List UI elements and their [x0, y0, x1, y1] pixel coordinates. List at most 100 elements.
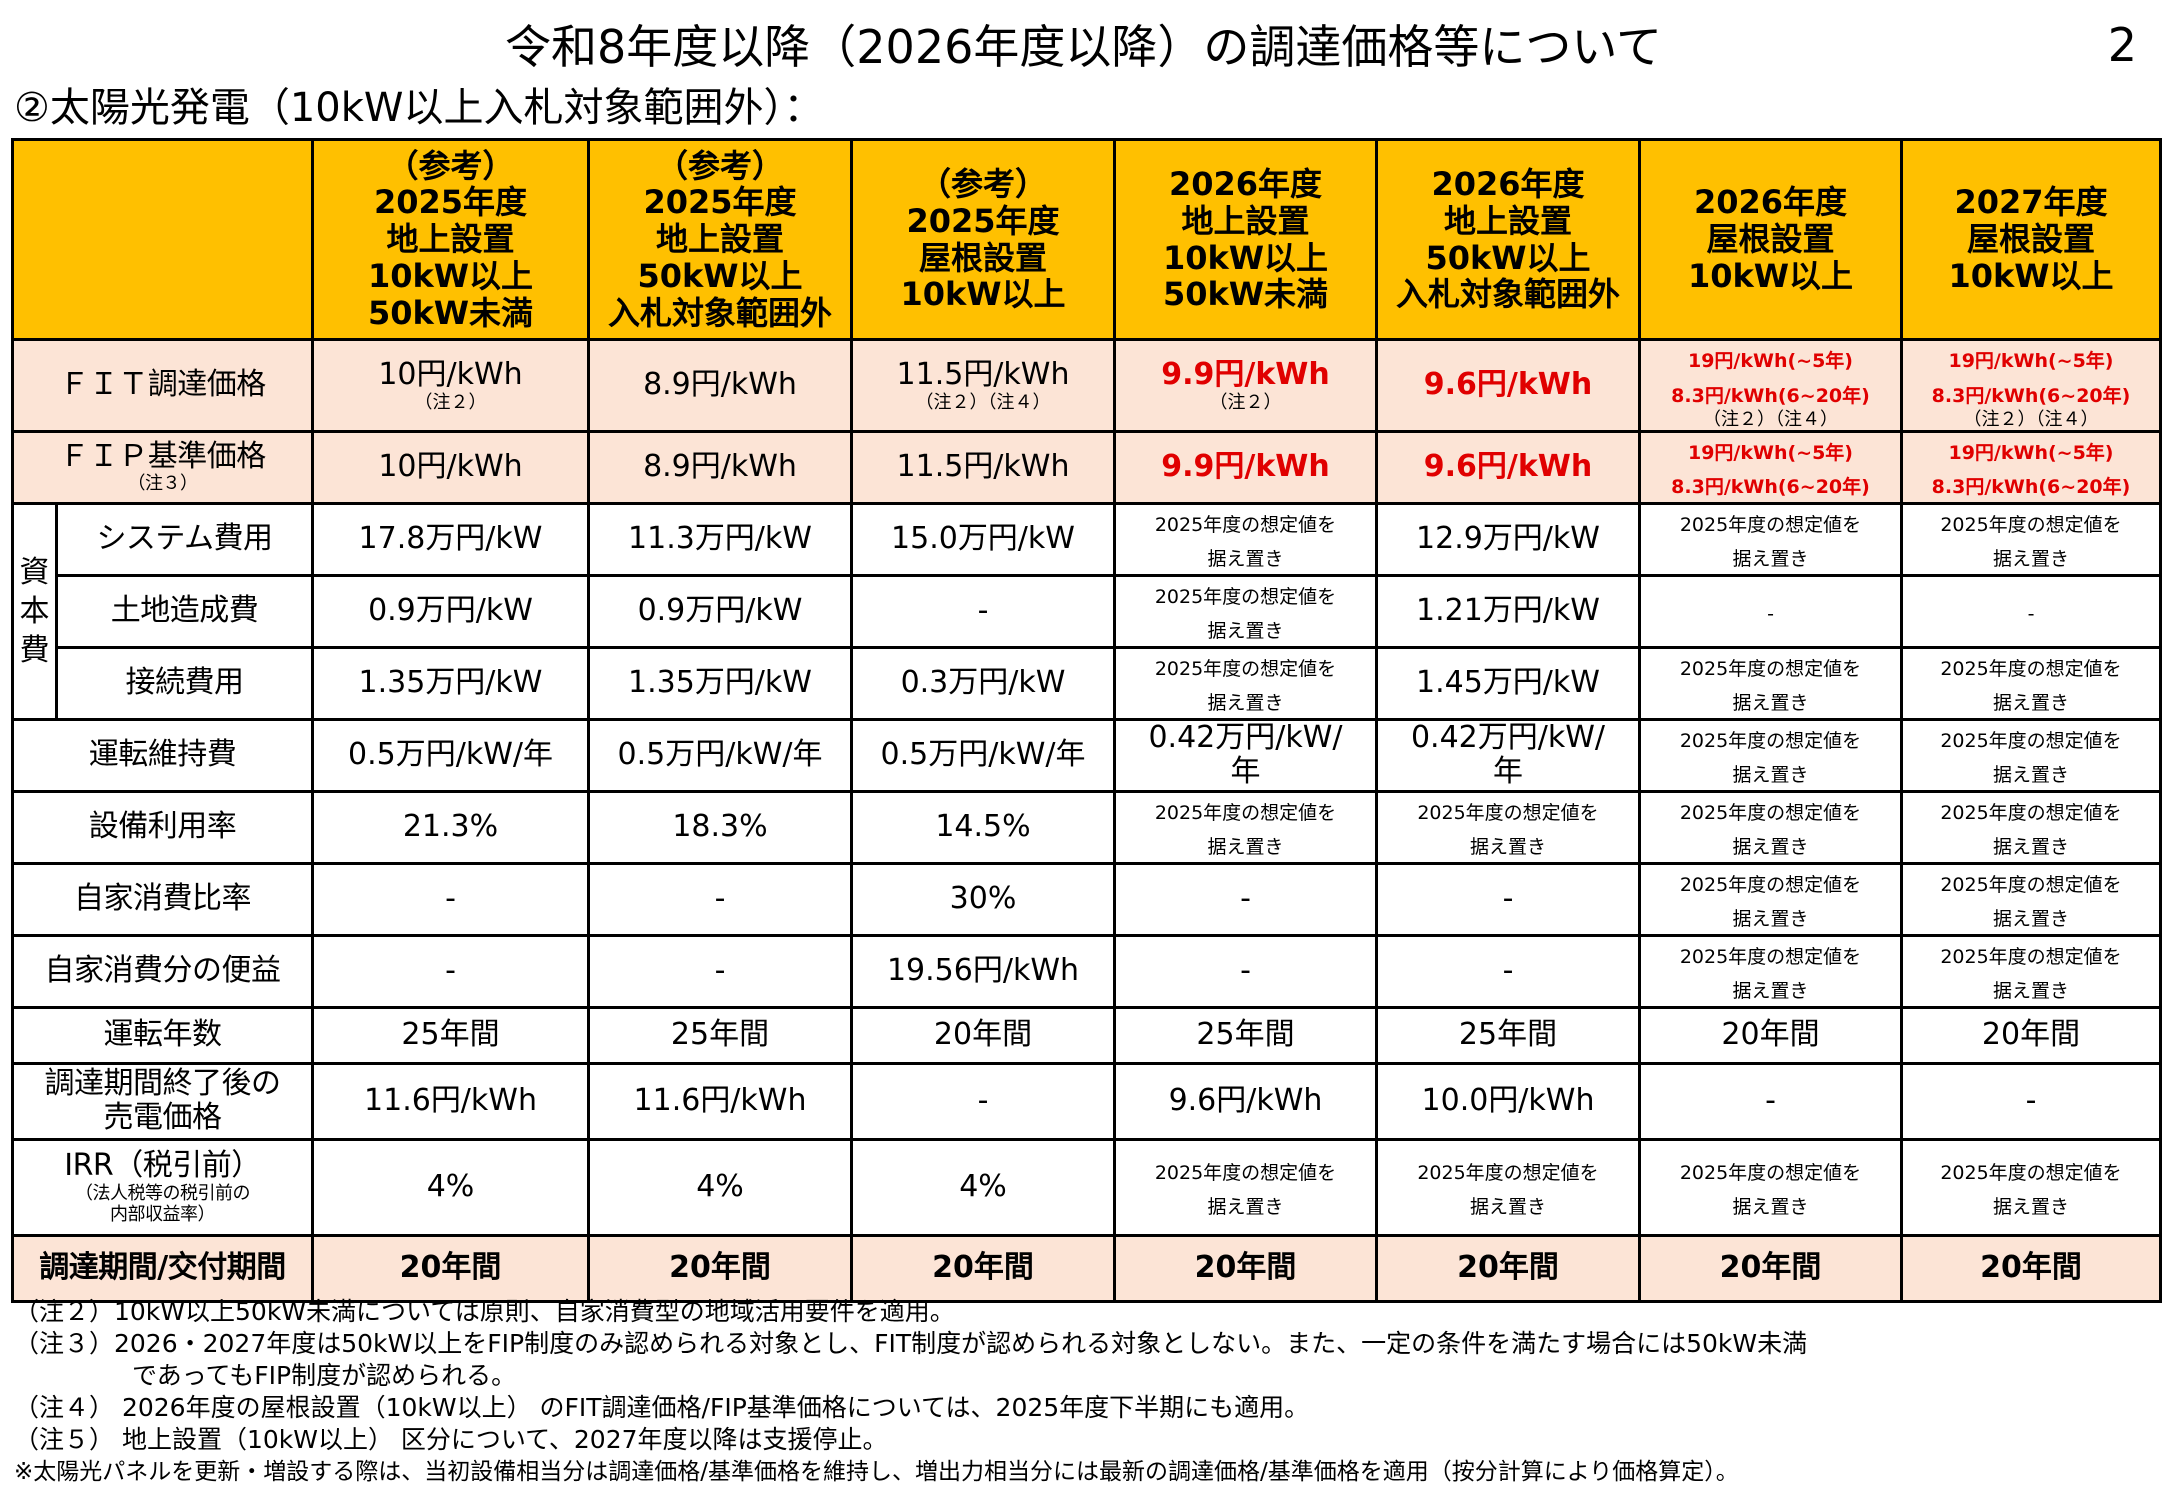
cell-value: 11.5円/kWh: [896, 449, 1070, 485]
cell-value: 14.5%: [935, 809, 1031, 845]
cell-value: 4%: [959, 1169, 1007, 1205]
table-cell: 1.35万円/kW: [587, 645, 853, 721]
table-cell: 20年間: [1113, 1233, 1378, 1303]
table-cell: 2025年度の想定値を 据え置き: [1900, 861, 2162, 937]
table-cell: 2025年度の想定値を 据え置き: [1638, 933, 1903, 1009]
row-label: 自家消費分の便益: [11, 933, 314, 1009]
table-cell: 2025年度の想定値を 据え置き: [1113, 645, 1378, 721]
cell-value: 30%: [949, 881, 1017, 917]
table-cell: 19円/kWh(~5年) 8.3円/kWh(6~20年) （注２）（注４）: [1638, 338, 1903, 433]
table-cell: 19円/kWh(~5年) 8.3円/kWh(6~20年): [1638, 429, 1903, 505]
table-cell: 25年間: [311, 1005, 590, 1065]
column-header: （参考） 2025年度 地上設置 10kW以上 50kW未満: [311, 138, 590, 341]
table-cell: 18.3%: [587, 789, 853, 865]
cell-value: 2025年度の想定値を 据え置き: [1940, 729, 2122, 787]
row-label-text: IRR（税引前）: [64, 1148, 261, 1184]
row-label: ＦＩＴ調達価格: [11, 338, 314, 433]
table-cell: 2025年度の想定値を 据え置き: [1113, 501, 1378, 577]
cell-value: 2025年度の想定値を 据え置き: [1940, 945, 2122, 1003]
table-cell: -: [1113, 933, 1378, 1009]
cell-value: 8.9円/kWh: [643, 367, 797, 403]
cell-value: -: [2025, 1083, 2037, 1119]
table-row: 自家消費比率 - - 30% - - 2025年度の想定値を 据え置き 2025年度の想定値を…: [11, 861, 2162, 937]
cell-value: 19.56円/kWh: [886, 953, 1080, 989]
row-label: 運転年数: [11, 1005, 314, 1065]
cell-value: 20年間: [1457, 1250, 1559, 1286]
table-cell: -: [1638, 1061, 1903, 1141]
page-title: 令和8年度以降（2026年度以降）の調達価格等について: [505, 20, 1662, 74]
table-cell: 8.9円/kWh: [587, 338, 853, 433]
table-cell: 2025年度の想定値を 据え置き: [1900, 933, 2162, 1009]
row-label-text: ＦＩＴ調達価格: [59, 367, 266, 403]
cell-value: 20年間: [669, 1250, 771, 1286]
cell-value: 0.42万円/kW/ 年: [1410, 719, 1606, 790]
cell-value: 19円/kWh(~5年) 8.3円/kWh(6~20年): [1671, 350, 1870, 407]
table-cell: 2025年度の想定値を 据え置き: [1638, 789, 1903, 865]
cell-note: （注２）（注４）: [1963, 409, 2099, 430]
note-5: （注５） 地上設置（10kW以上） 区分について、2027年度以降は支援停止。: [14, 1425, 888, 1454]
table-row: 運転年数 25年間 25年間 20年間 25年間 25年間 20年間 20年間: [11, 1005, 2162, 1065]
cell-value: 2025年度の想定値を 据え置き: [1679, 873, 1862, 931]
cell-value: 9.6円/kWh: [1168, 1083, 1323, 1119]
cell-value: 10.0円/kWh: [1421, 1083, 1595, 1119]
row-label: 調達期間終了後の 売電価格: [11, 1061, 314, 1141]
cell-value: 9.9円/kWh: [1161, 357, 1330, 393]
cell-value: -: [1502, 881, 1514, 917]
table-cell: -: [311, 933, 590, 1009]
table-cell: 30%: [850, 861, 1116, 937]
note-2: （注２）10kW以上50kW未満については原則、自家消費型の地域活用要件を適用。: [14, 1297, 955, 1326]
cell-value: 18.3%: [672, 809, 768, 845]
header-row: （参考） 2025年度 地上設置 10kW以上 50kW未満 （参考） 2025年…: [11, 138, 2162, 341]
table-cell: -: [587, 933, 853, 1009]
table-cell: 10円/kWh: [311, 429, 590, 505]
cell-value: 2025年度の想定値を 据え置き: [1679, 1161, 1862, 1219]
row-label-text: 自家消費分の便益: [44, 953, 282, 989]
cell-value: 2025年度の想定値を 据え置き: [1154, 513, 1337, 571]
table-cell: 15.0万円/kW: [850, 501, 1116, 577]
table-cell: 2025年度の想定値を 据え置き: [1900, 789, 2162, 865]
table-cell: 8.9円/kWh: [587, 429, 853, 505]
cell-value: 25年間: [1196, 1017, 1295, 1053]
table-cell: 2025年度の想定値を 据え置き: [1638, 501, 1903, 577]
cell-value: -: [1502, 953, 1514, 989]
table-cell: 25年間: [1375, 1005, 1641, 1065]
cell-note: （注２）（注４）: [915, 391, 1051, 413]
cell-value: 25年間: [670, 1017, 770, 1053]
cell-value: 2025年度の想定値を 据え置き: [1679, 729, 1862, 787]
cell-value: 12.9万円/kW: [1416, 521, 1600, 557]
footnotes: （注２）10kW以上50kW未満については原則、自家消費型の地域活用要件を適用。…: [14, 1296, 1807, 1488]
row-label-text: 運転年数: [103, 1017, 223, 1053]
table-cell: -: [587, 861, 853, 937]
table-row: 自家消費分の便益 - - 19.56円/kWh - - 2025年度の想定値を 据え置き 20…: [11, 933, 2162, 1009]
cell-value: 11.6円/kWh: [633, 1083, 807, 1119]
section-subtitle: ②太陽光発電（10kW以上入札対象範囲外）：: [14, 85, 824, 131]
table-cell: 0.5万円/kW/年: [311, 717, 590, 793]
cell-value: 1.35万円/kW: [358, 665, 543, 701]
page-number: 2: [2107, 18, 2137, 72]
cell-value: -: [714, 953, 726, 989]
table-cell: 0.9万円/kW: [311, 573, 590, 649]
cell-value: 9.6円/kWh: [1423, 367, 1593, 403]
cell-value: 4%: [426, 1169, 475, 1205]
cell-value: 2025年度の想定値を 据え置き: [1679, 513, 1862, 571]
table-cell: 9.9円/kWh: [1113, 429, 1378, 505]
table-cell: -: [850, 573, 1116, 649]
table-cell: 20年間: [311, 1233, 590, 1303]
cell-value: -: [445, 881, 456, 917]
table-cell: 12.9万円/kW: [1375, 501, 1641, 577]
cell-value: -: [2027, 603, 2035, 626]
row-sublabel: （法人税等の税引前の 内部収益率）: [75, 1182, 251, 1225]
table-cell: -: [850, 1061, 1116, 1141]
cell-value: 1.45万円/kW: [1416, 665, 1600, 701]
table-row: 設備利用率 21.3% 18.3% 14.5% 2025年度の想定値を 据え置き 2025…: [11, 789, 2162, 865]
table-cell: 1.35万円/kW: [311, 645, 590, 721]
table-cell: 10円/kWh （注２）: [311, 338, 590, 433]
table-cell: 21.3%: [311, 789, 590, 865]
table-cell: -: [1900, 573, 2162, 649]
table-cell: 2025年度の想定値を 据え置き: [1113, 573, 1378, 649]
table-row: 資 本 費 システム費用 17.8万円/kW 11.3万円/kW 15.0万円/kW 20…: [11, 501, 2162, 721]
table-cell: 0.9万円/kW: [587, 573, 853, 649]
capital-cost-group-label: 資 本 費: [11, 501, 58, 721]
tariff-table: （参考） 2025年度 地上設置 10kW以上 50kW未満 （参考） 2025年…: [11, 138, 2162, 1303]
table-cell: 19.56円/kWh: [850, 933, 1116, 1009]
